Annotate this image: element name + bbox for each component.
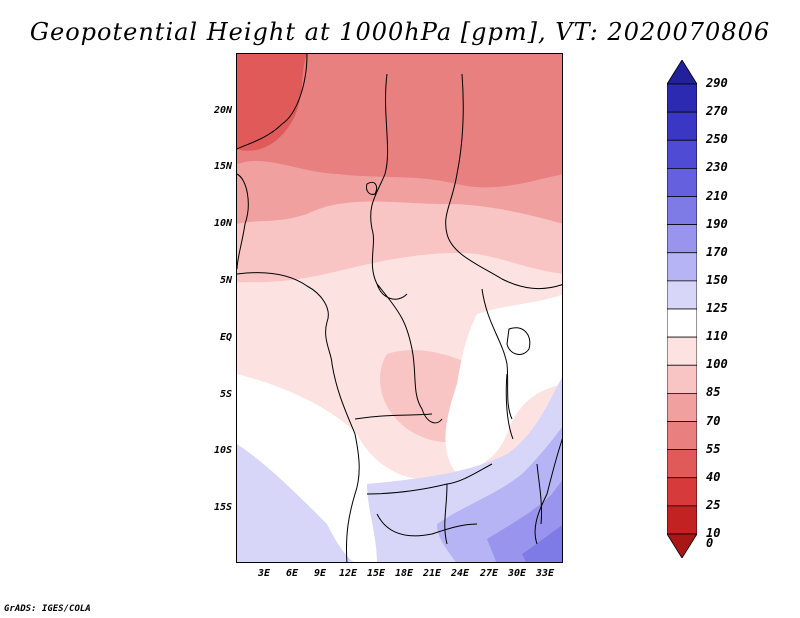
colorbar-label: 0 xyxy=(706,536,714,550)
colorbar-label: 170 xyxy=(706,244,728,259)
colorbar-segment xyxy=(667,60,697,85)
colorbar-label: 150 xyxy=(706,272,728,287)
border-lines xyxy=(237,54,562,545)
coastline-east-africa xyxy=(534,438,562,545)
colorbar-label: 290 xyxy=(706,76,728,90)
lon-tick-label: 33E xyxy=(535,568,555,579)
lake-tanganyika xyxy=(505,373,514,440)
colorbar-label: 10 xyxy=(706,526,721,540)
colorbar-label: 190 xyxy=(706,216,728,231)
colorbar-segment xyxy=(667,252,697,282)
colorbar-segment xyxy=(667,505,697,535)
colorbar-label: 25 xyxy=(706,497,721,512)
colorbar-segment xyxy=(667,392,697,422)
colorbar-segment xyxy=(667,421,697,451)
colorbar-segment xyxy=(667,364,697,394)
lat-tick-label: 10S xyxy=(213,445,232,456)
coastline-west-africa xyxy=(237,173,360,562)
lat-tick-label: EQ xyxy=(219,332,232,343)
lat-tick-label: 10N xyxy=(213,218,232,229)
colorbar-segment xyxy=(667,449,697,479)
lake-malawi xyxy=(536,463,542,525)
lon-tick-label: 12E xyxy=(338,568,358,579)
colorbar-segment xyxy=(667,280,697,310)
field-band-55 xyxy=(237,54,562,188)
colorbar-segment xyxy=(667,533,697,558)
lat-tick-label: 15N xyxy=(213,161,232,172)
lat-tick-label: 5N xyxy=(219,275,232,286)
colorbar-label: 100 xyxy=(706,357,728,372)
colorbar-label: 210 xyxy=(706,188,728,203)
lat-tick-label: 20N xyxy=(213,105,232,116)
colorbar-segment xyxy=(667,83,697,113)
lon-tick-label: 30E xyxy=(507,568,527,579)
lon-tick-label: 6E xyxy=(285,568,299,579)
height-field-map xyxy=(237,54,562,562)
colorbar-segment xyxy=(667,477,697,507)
map-panel[interactable] xyxy=(236,53,563,563)
colorbar-segment xyxy=(667,336,697,366)
lon-tick-label: 18E xyxy=(394,568,414,579)
colorbar-label: 125 xyxy=(706,301,728,315)
lake-chad xyxy=(366,181,378,195)
colorbar-label: 40 xyxy=(706,469,721,484)
colorbar-label: 85 xyxy=(706,385,721,400)
colorbar-label: 270 xyxy=(706,104,728,119)
lon-tick-label: 3E xyxy=(257,568,271,579)
lon-tick-label: 27E xyxy=(479,568,499,579)
lat-tick-label: 5S xyxy=(219,389,232,400)
lake-victoria xyxy=(506,327,531,355)
colorbar-segment xyxy=(667,196,697,226)
lon-tick-label: 21E xyxy=(422,568,442,579)
grads-credit: GrADS: IGES/COLA xyxy=(4,604,91,614)
colorbar-segment xyxy=(667,167,697,197)
colorbar-segment xyxy=(667,308,697,338)
field-band-40 xyxy=(237,54,307,151)
colorbar-segment xyxy=(667,111,697,141)
colorbar-label: 70 xyxy=(706,413,721,428)
colorbar-label: 230 xyxy=(706,160,728,175)
lon-tick-label: 9E xyxy=(313,568,327,579)
field-band-125-south xyxy=(237,444,354,562)
colorbar-label: 55 xyxy=(706,441,721,456)
country-boundaries xyxy=(237,54,562,562)
chart-title: Geopotential Height at 1000hPa [gpm], VT… xyxy=(29,18,771,46)
colorbar xyxy=(667,60,697,558)
field-band-190 xyxy=(522,525,562,562)
colorbar-label: 110 xyxy=(706,329,728,344)
field-band-110-east xyxy=(445,294,562,474)
colorbar-segment xyxy=(667,224,697,254)
colorbar-label: 250 xyxy=(706,132,728,147)
lon-tick-label: 15E xyxy=(366,568,386,579)
colorbar-segment xyxy=(667,139,697,169)
lon-tick-label: 24E xyxy=(450,568,470,579)
lat-tick-label: 15S xyxy=(213,502,232,513)
